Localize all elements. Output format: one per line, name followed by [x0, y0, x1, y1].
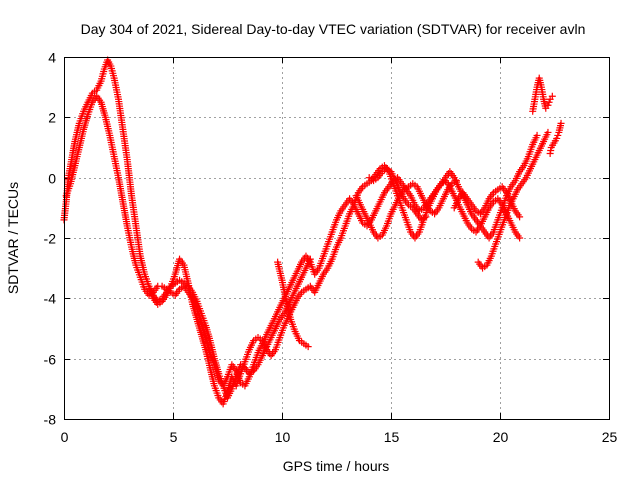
data-point — [422, 213, 430, 221]
y-tick-labels: -8 -6 -4 -2 0 2 4 — [44, 50, 57, 428]
data-point — [544, 128, 552, 136]
data-point — [545, 98, 553, 106]
data-point — [557, 119, 565, 127]
data-point — [548, 92, 556, 100]
y-tick-label: -2 — [44, 231, 57, 247]
x-tick-labels: 0 5 10 15 20 25 — [61, 429, 618, 445]
y-tick-label: 4 — [48, 50, 56, 66]
data-point — [553, 134, 561, 142]
plot-frame — [64, 57, 610, 420]
data-point — [304, 343, 312, 351]
y-tick-label: 0 — [48, 171, 56, 187]
grid — [64, 57, 609, 419]
data-point — [306, 255, 314, 263]
x-tick-label: 0 — [61, 429, 69, 445]
data-point — [516, 234, 524, 242]
x-axis-label: GPS time / hours — [283, 458, 390, 474]
data-point — [452, 177, 460, 185]
data-point — [554, 131, 562, 139]
x-tick-label: 25 — [602, 429, 618, 445]
data-point — [516, 213, 524, 221]
x-tick-label: 10 — [275, 429, 291, 445]
chart-title: Day 304 of 2021, Sidereal Day-to-day VTE… — [81, 21, 586, 37]
data-series — [60, 56, 565, 408]
series-sdtvar — [60, 56, 565, 408]
data-point — [544, 101, 552, 109]
y-tick-label: -6 — [44, 352, 57, 368]
data-point — [533, 131, 541, 139]
x-tick-label: 15 — [384, 429, 400, 445]
y-tick-label: -4 — [44, 291, 57, 307]
x-tick-label: 5 — [170, 429, 178, 445]
y-tick-label: 2 — [48, 110, 56, 126]
y-axis-label: SDTVAR / TECUs — [5, 182, 21, 294]
y-tick-label: -8 — [44, 412, 57, 428]
x-tick-label: 20 — [493, 429, 509, 445]
